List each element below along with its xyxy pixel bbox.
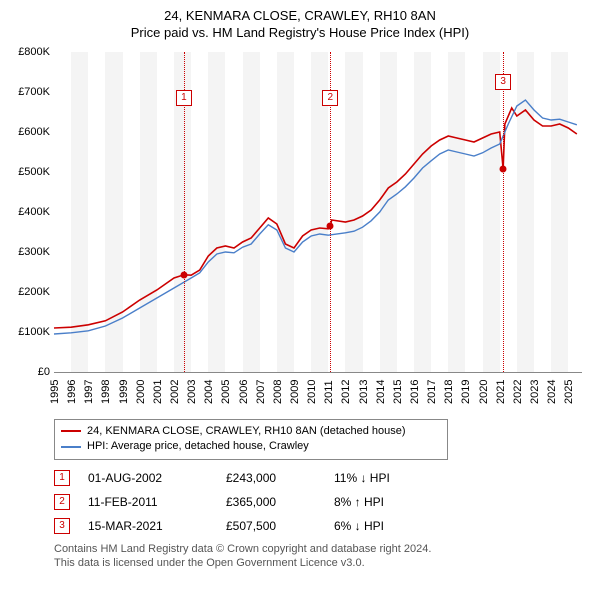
event-row: 1 01-AUG-2002 £243,000 11% ↓ HPI xyxy=(54,470,590,486)
sale-point xyxy=(180,271,187,278)
event-price: £243,000 xyxy=(226,471,316,485)
x-tick-label: 2006 xyxy=(238,379,250,403)
title-subtitle: Price paid vs. HM Land Registry's House … xyxy=(10,25,590,42)
event-date: 11-FEB-2011 xyxy=(88,495,208,509)
x-tick-label: 2002 xyxy=(169,379,181,403)
chart-plot-area: 1995199619971998199920002001200220032004… xyxy=(54,52,582,373)
marker-line xyxy=(503,52,504,372)
footer-text: Contains HM Land Registry data © Crown c… xyxy=(54,542,590,571)
x-tick-label: 2003 xyxy=(186,379,198,403)
event-note: 8% ↑ HPI xyxy=(334,495,434,509)
event-marker-box: 2 xyxy=(54,494,70,510)
x-tick-label: 2000 xyxy=(135,379,147,403)
x-tick-label: 2004 xyxy=(203,379,215,403)
legend-label: 24, KENMARA CLOSE, CRAWLEY, RH10 8AN (de… xyxy=(87,424,406,439)
x-tick-label: 2012 xyxy=(340,379,352,403)
series-property xyxy=(54,108,577,328)
x-tick-label: 1995 xyxy=(49,379,61,403)
y-tick-label: £200K xyxy=(10,286,50,298)
y-tick-label: £800K xyxy=(10,46,50,58)
x-tick-label: 1996 xyxy=(66,379,78,403)
x-tick-label: 2021 xyxy=(495,379,507,403)
x-tick-label: 2005 xyxy=(220,379,232,403)
x-tick-label: 2015 xyxy=(392,379,404,403)
x-tick-label: 2017 xyxy=(426,379,438,403)
sale-point xyxy=(500,165,507,172)
events-table: 1 01-AUG-2002 £243,000 11% ↓ HPI 2 11-FEB-201… xyxy=(54,470,590,534)
legend-swatch xyxy=(61,446,81,448)
y-tick-label: £0 xyxy=(10,366,50,378)
y-tick-label: £100K xyxy=(10,326,50,338)
event-date: 01-AUG-2002 xyxy=(88,471,208,485)
x-tick-label: 2023 xyxy=(529,379,541,403)
x-tick-label: 2011 xyxy=(323,380,335,404)
x-tick-label: 2020 xyxy=(478,379,490,403)
legend-row: HPI: Average price, detached house, Craw… xyxy=(61,439,441,454)
marker-box: 2 xyxy=(322,90,338,106)
x-tick-label: 2008 xyxy=(272,379,284,403)
event-row: 3 15-MAR-2021 £507,500 6% ↓ HPI xyxy=(54,518,590,534)
y-tick-label: £700K xyxy=(10,86,50,98)
chart-container: 24, KENMARA CLOSE, CRAWLEY, RH10 8AN Pri… xyxy=(0,0,600,578)
x-tick-label: 2018 xyxy=(443,379,455,403)
event-marker-box: 1 xyxy=(54,470,70,486)
title-address: 24, KENMARA CLOSE, CRAWLEY, RH10 8AN xyxy=(10,8,590,25)
footer-line-2: This data is licensed under the Open Gov… xyxy=(54,556,590,570)
event-note: 6% ↓ HPI xyxy=(334,519,434,533)
legend-swatch xyxy=(61,430,81,432)
y-tick-label: £300K xyxy=(10,246,50,258)
series-hpi xyxy=(54,100,577,334)
y-tick-label: £500K xyxy=(10,166,50,178)
x-tick-label: 2009 xyxy=(289,379,301,403)
x-tick-label: 2010 xyxy=(306,379,318,403)
marker-box: 3 xyxy=(495,74,511,90)
x-tick-label: 2016 xyxy=(409,379,421,403)
marker-box: 1 xyxy=(176,90,192,106)
x-tick-label: 2022 xyxy=(512,379,524,403)
x-tick-label: 2001 xyxy=(152,379,164,403)
event-marker-box: 3 xyxy=(54,518,70,534)
event-date: 15-MAR-2021 xyxy=(88,519,208,533)
x-tick-label: 2025 xyxy=(563,379,575,403)
legend-box: 24, KENMARA CLOSE, CRAWLEY, RH10 8AN (de… xyxy=(54,419,448,460)
event-price: £507,500 xyxy=(226,519,316,533)
x-tick-label: 2007 xyxy=(255,379,267,403)
x-tick-label: 1998 xyxy=(100,379,112,403)
y-tick-label: £600K xyxy=(10,126,50,138)
x-tick-label: 2024 xyxy=(546,379,558,403)
y-tick-label: £400K xyxy=(10,206,50,218)
x-tick-label: 1997 xyxy=(83,379,95,403)
x-tick-label: 1999 xyxy=(118,379,130,403)
event-row: 2 11-FEB-2011 £365,000 8% ↑ HPI xyxy=(54,494,590,510)
event-price: £365,000 xyxy=(226,495,316,509)
legend-label: HPI: Average price, detached house, Craw… xyxy=(87,439,309,454)
x-tick-label: 2013 xyxy=(358,379,370,403)
legend-row: 24, KENMARA CLOSE, CRAWLEY, RH10 8AN (de… xyxy=(61,424,441,439)
x-tick-label: 2019 xyxy=(460,379,472,403)
footer-line-1: Contains HM Land Registry data © Crown c… xyxy=(54,542,590,556)
event-note: 11% ↓ HPI xyxy=(334,471,434,485)
x-tick-label: 2014 xyxy=(375,379,387,403)
sale-point xyxy=(327,222,334,229)
